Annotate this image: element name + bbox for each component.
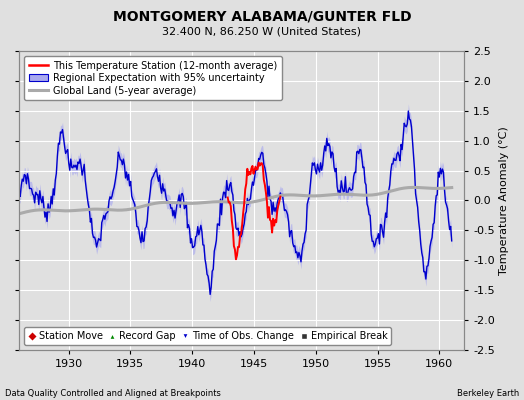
Text: 32.400 N, 86.250 W (United States): 32.400 N, 86.250 W (United States): [162, 26, 362, 36]
Text: Berkeley Earth: Berkeley Earth: [456, 389, 519, 398]
Legend: Station Move, Record Gap, Time of Obs. Change, Empirical Break: Station Move, Record Gap, Time of Obs. C…: [24, 327, 391, 345]
Y-axis label: Temperature Anomaly (°C): Temperature Anomaly (°C): [499, 126, 509, 275]
Text: Data Quality Controlled and Aligned at Breakpoints: Data Quality Controlled and Aligned at B…: [5, 389, 221, 398]
Text: MONTGOMERY ALABAMA/GUNTER FLD: MONTGOMERY ALABAMA/GUNTER FLD: [113, 10, 411, 24]
